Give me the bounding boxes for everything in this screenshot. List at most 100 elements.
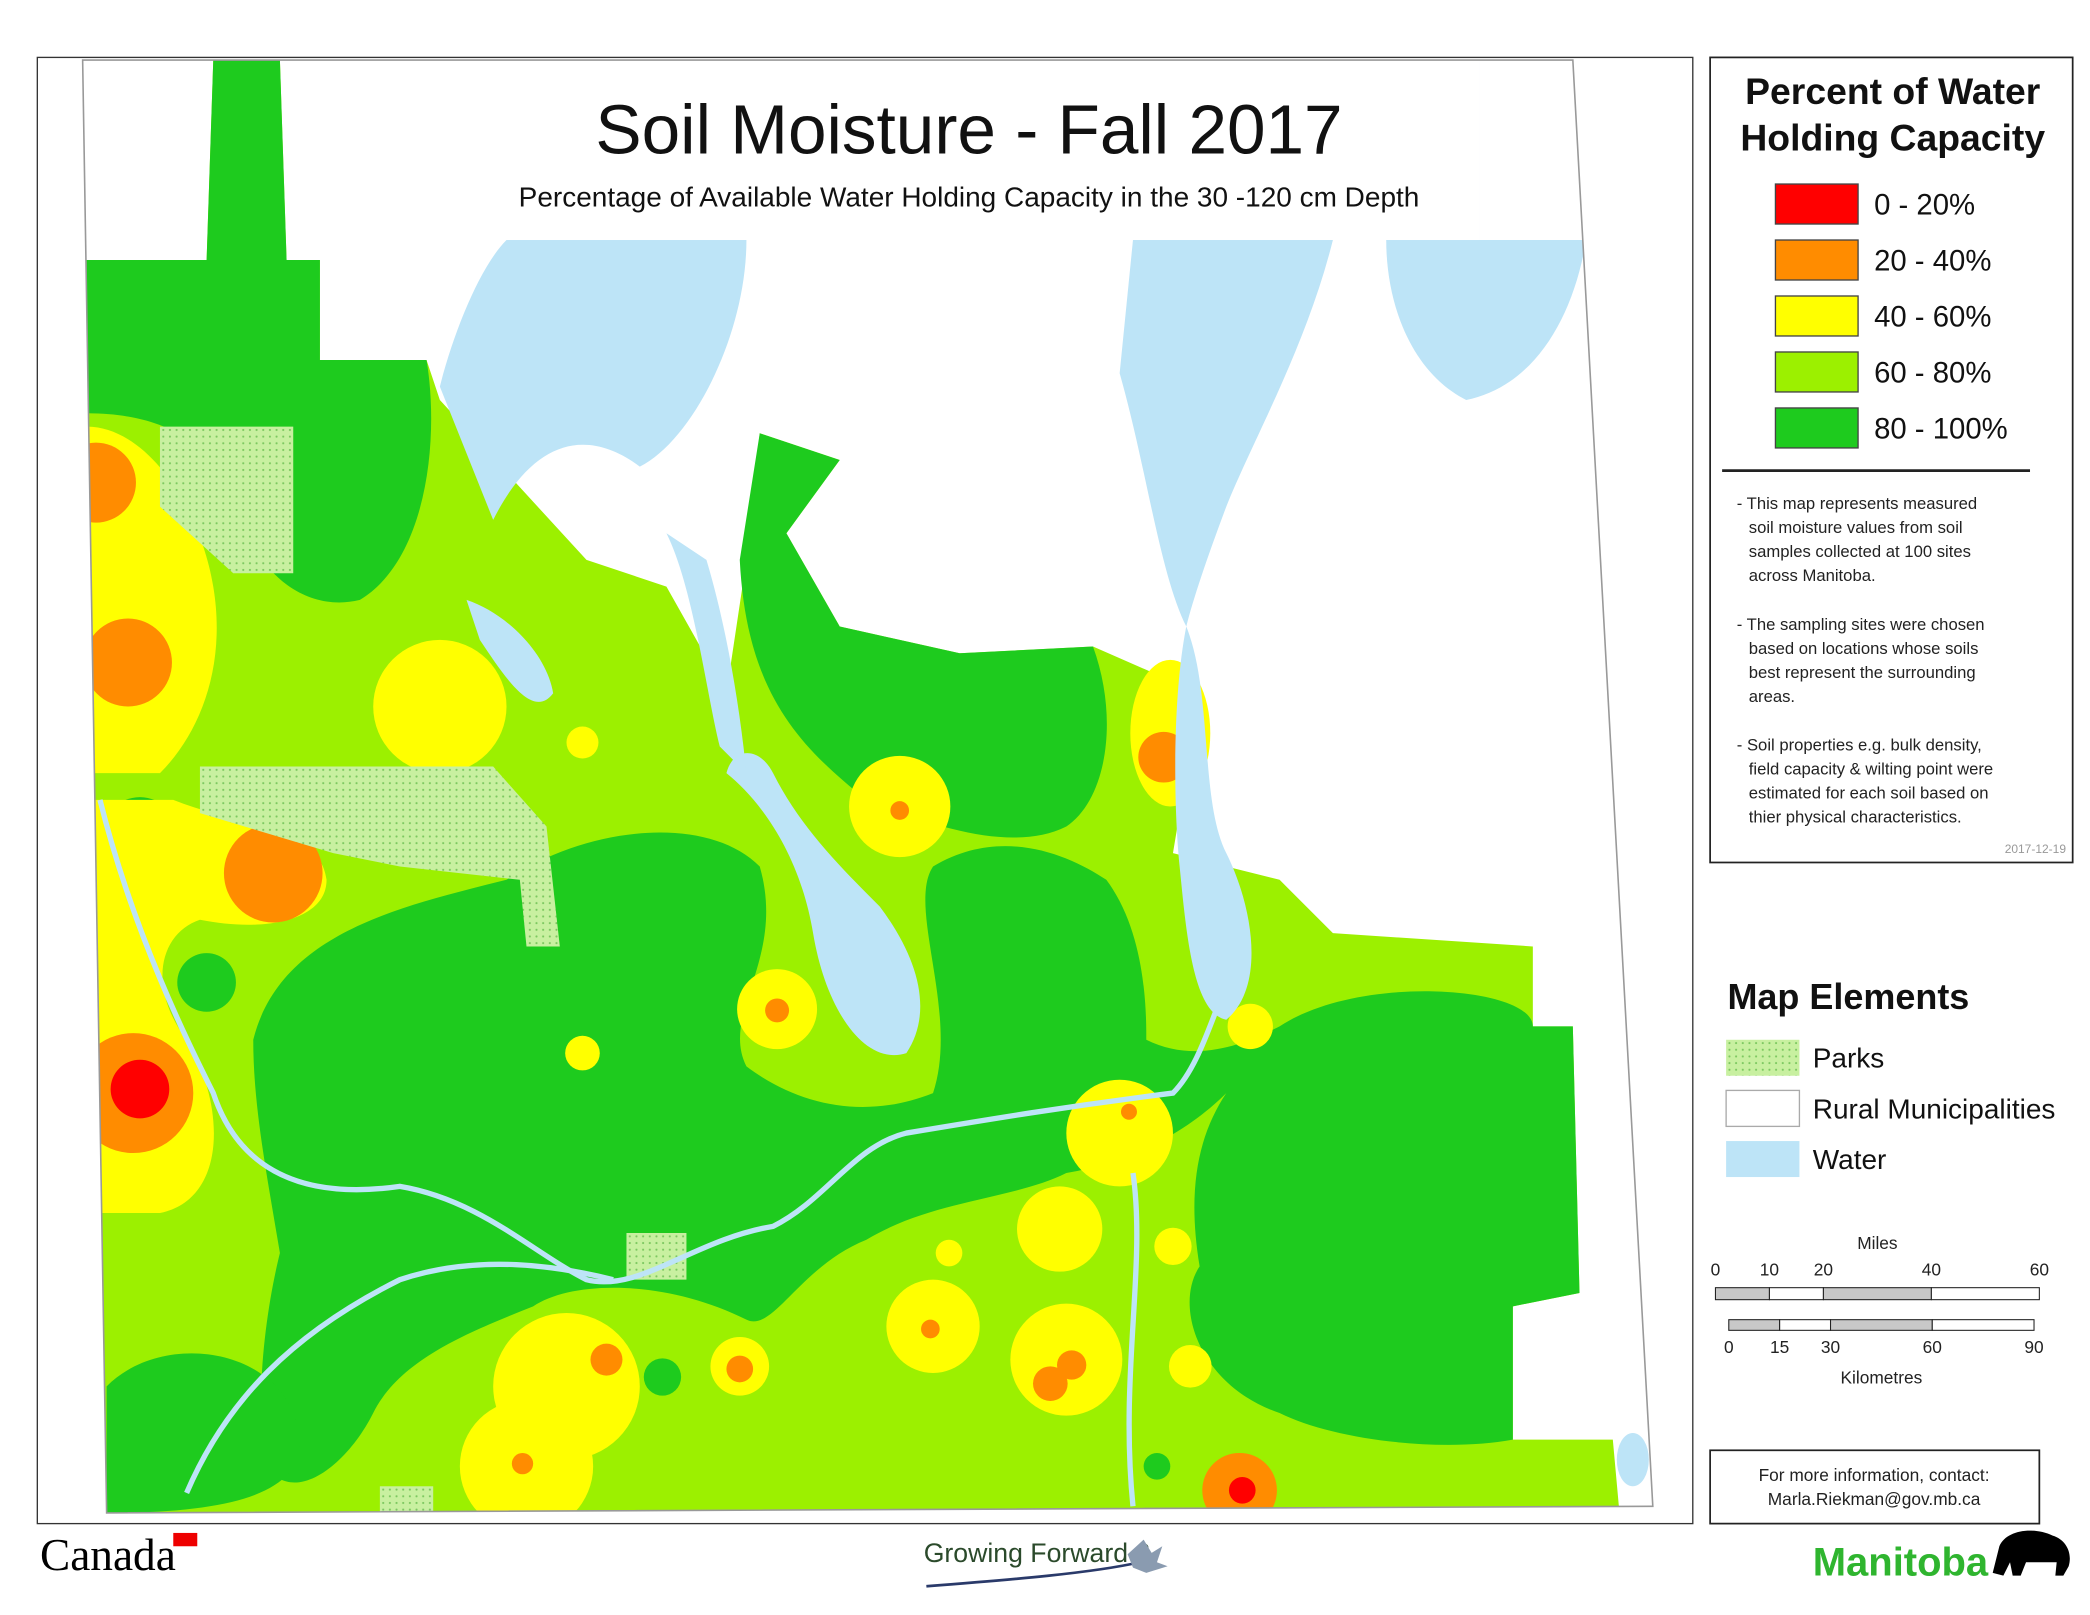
river bbox=[97, 799, 1229, 1285]
manitoba-logo: Manitoba bbox=[1813, 1541, 1989, 1585]
note-line: field capacity & wilting point were bbox=[1749, 760, 1993, 779]
lake bbox=[439, 240, 747, 520]
legend-swatch bbox=[1774, 407, 1859, 449]
park bbox=[379, 1486, 434, 1513]
moisture-zone bbox=[1154, 1227, 1192, 1266]
map-subtitle: Percentage of Available Water Holding Ca… bbox=[519, 182, 1420, 213]
moisture-zone bbox=[1033, 1366, 1068, 1401]
moisture-zone bbox=[643, 1358, 682, 1396]
moisture-zone bbox=[106, 1353, 300, 1513]
legend-title: Holding Capacity bbox=[1740, 117, 2045, 159]
moisture-zone bbox=[1143, 1452, 1171, 1480]
moisture-zone bbox=[765, 998, 790, 1023]
moisture-zone bbox=[565, 1035, 600, 1071]
legend-label: 60 - 80% bbox=[1874, 357, 1991, 390]
moisture-zone bbox=[590, 1343, 623, 1376]
logo-swoosh bbox=[926, 1560, 1140, 1588]
legend-title: Percent of Water bbox=[1745, 70, 2040, 112]
province-outline bbox=[81, 59, 1654, 1514]
moisture-zone bbox=[86, 60, 432, 603]
lake bbox=[466, 599, 554, 702]
scale-tick-label: 90 bbox=[2024, 1337, 2043, 1357]
growing-forward-logo: Growing Forward 2 bbox=[924, 1538, 1151, 1568]
map-elements: Parks Rural Municipalities Water bbox=[1813, 1043, 2056, 1175]
scale-tick-label: 0 bbox=[1724, 1337, 1734, 1357]
map-element-label: Water bbox=[1813, 1144, 1887, 1175]
scale-tick-label: 60 bbox=[1923, 1337, 1942, 1357]
lake bbox=[1175, 626, 1252, 1020]
lake bbox=[1616, 1432, 1649, 1487]
scale-tick-label: 20 bbox=[1814, 1260, 1833, 1280]
scale-unit: Kilometres bbox=[1841, 1368, 1923, 1388]
moisture-zone bbox=[890, 801, 910, 820]
water-swatch bbox=[1726, 1141, 1800, 1178]
scale-segment bbox=[1931, 1319, 2035, 1331]
legend: Percent of Water Holding Capacity 0 - 20% 2… bbox=[1740, 70, 2045, 449]
map-date: 2017-12-19 bbox=[2005, 842, 2067, 856]
note-line: - The sampling sites were chosen bbox=[1737, 615, 1985, 634]
contact-line: For more information, contact: bbox=[1759, 1465, 1990, 1485]
scale-segment bbox=[1768, 1287, 1824, 1301]
scale-tick-label: 30 bbox=[1821, 1337, 1840, 1357]
lake bbox=[726, 753, 921, 1056]
municipality-swatch bbox=[1725, 1089, 1801, 1128]
scale-tick-label: 40 bbox=[1922, 1260, 1941, 1280]
note-line: samples collected at 100 sites bbox=[1749, 542, 1971, 561]
legend-label: 20 - 40% bbox=[1874, 245, 1991, 278]
moisture-zone bbox=[1228, 1476, 1256, 1504]
moisture-zone bbox=[223, 823, 323, 923]
park bbox=[626, 1233, 687, 1280]
scale-segment bbox=[1779, 1319, 1832, 1331]
legend-swatch bbox=[1774, 295, 1859, 337]
parks bbox=[159, 426, 687, 1513]
zone-0-20 bbox=[110, 1059, 1256, 1504]
river bbox=[184, 1261, 614, 1494]
legend-label: 0 - 20% bbox=[1874, 189, 1975, 222]
moisture-zone bbox=[83, 618, 172, 707]
legend-label: 80 - 100% bbox=[1874, 413, 2008, 446]
legend-label: 40 - 60% bbox=[1874, 301, 1991, 334]
moisture-zone bbox=[1017, 1186, 1103, 1272]
map-title: Soil Moisture - Fall 2017 bbox=[595, 90, 1342, 168]
moisture-zone bbox=[1120, 1103, 1137, 1120]
moisture-zone bbox=[373, 639, 507, 774]
moisture-zone bbox=[253, 832, 1580, 1483]
scale-segment bbox=[1930, 1287, 2040, 1301]
lake bbox=[1119, 240, 1333, 627]
scale-segment bbox=[1714, 1287, 1770, 1301]
legend-swatch bbox=[1774, 183, 1859, 225]
bison-icon bbox=[1992, 1530, 2070, 1576]
legend-swatch bbox=[1774, 351, 1859, 393]
lake bbox=[1386, 240, 1587, 400]
scale-unit: Miles bbox=[1857, 1233, 1898, 1253]
canada-flag bbox=[173, 1532, 198, 1547]
moisture-zone bbox=[511, 1452, 534, 1475]
map-elements-title: Map Elements bbox=[1727, 976, 1969, 1017]
moisture-zone bbox=[921, 1319, 940, 1339]
park bbox=[159, 426, 294, 574]
contact-email: Marla.Riekman@gov.mb.ca bbox=[1768, 1489, 1981, 1509]
map-element-label: Parks bbox=[1813, 1043, 1885, 1074]
moisture-zone bbox=[1227, 1003, 1273, 1050]
scale-segment bbox=[1728, 1319, 1781, 1331]
moisture-zone bbox=[82, 442, 136, 523]
scale-tick-label: 10 bbox=[1760, 1260, 1779, 1280]
note-line: estimated for each soil based on bbox=[1749, 784, 1989, 803]
scale-tick-label: 15 bbox=[1770, 1337, 1789, 1357]
title-background bbox=[469, 60, 1480, 241]
contact-box bbox=[1709, 1449, 2041, 1525]
note-line: - Soil properties e.g. bulk density, bbox=[1737, 736, 1982, 755]
scale-segment bbox=[1829, 1319, 1933, 1331]
note-line: across Manitoba. bbox=[1749, 566, 1876, 585]
legend-notes: - This map represents measured soil moist… bbox=[1737, 494, 1993, 826]
moisture-zone bbox=[566, 726, 599, 759]
maple-leaf bbox=[1127, 1539, 1168, 1573]
river bbox=[1126, 1172, 1140, 1507]
scale-tick-label: 0 bbox=[1711, 1260, 1721, 1280]
moisture-zone bbox=[935, 1239, 963, 1267]
canada-logo: Canada bbox=[40, 1530, 176, 1580]
map-element-label: Rural Municipalities bbox=[1813, 1093, 2056, 1124]
